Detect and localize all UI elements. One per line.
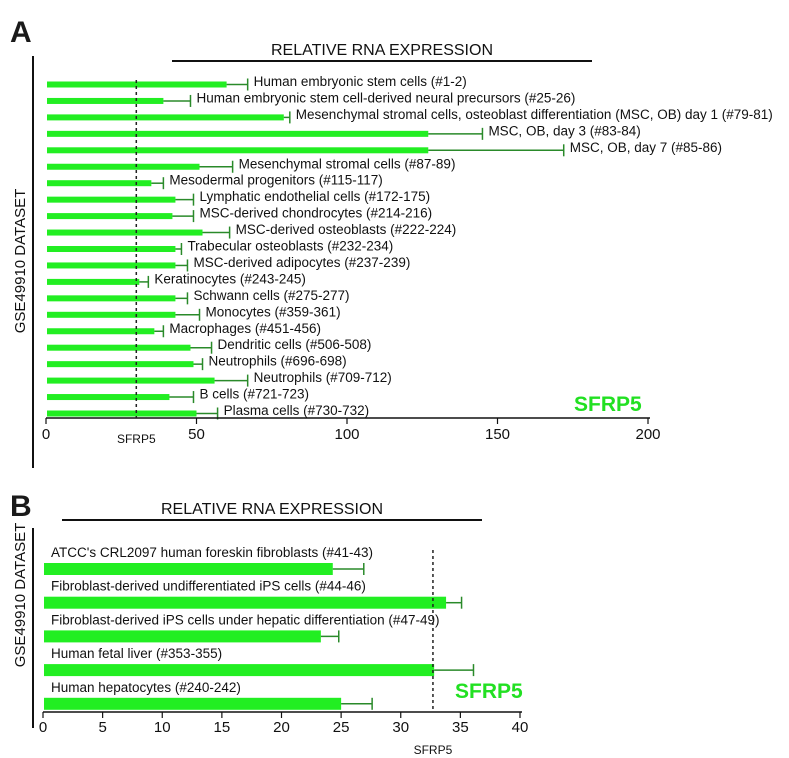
bar-label-2: Fibroblast-derived iPS cells under hepat… — [51, 612, 439, 627]
bar-label-5: Mesenchymal stromal cells (#87-89) — [239, 156, 456, 171]
bar-label-1: Fibroblast-derived undifferentiated iPS … — [51, 579, 366, 594]
bar-3 — [47, 130, 429, 137]
bar-7 — [47, 196, 176, 203]
bar-label-19: B cells (#721-723) — [199, 387, 309, 402]
panel-b-letter: B — [10, 490, 32, 523]
x-tick-label-0: 0 — [42, 426, 50, 443]
bar-18 — [47, 377, 215, 384]
bar-label-1: Human embryonic stem cell-derived neural… — [196, 90, 575, 105]
bar-0 — [44, 563, 333, 575]
x-tick-label-4: 20 — [273, 719, 290, 736]
x-tick-label-6: 30 — [392, 719, 409, 736]
bar-label-15: Macrophages (#451-456) — [169, 321, 321, 336]
bar-9 — [47, 229, 203, 236]
bar-label-13: Schwann cells (#275-277) — [193, 288, 349, 303]
bar-label-0: Human embryonic stem cells (#1-2) — [254, 74, 467, 89]
bar-label-3: MSC, OB, day 3 (#83-84) — [488, 123, 640, 138]
bar-label-4: Human hepatocytes (#240-242) — [51, 680, 241, 695]
bar-4 — [44, 697, 342, 710]
bar-1 — [44, 596, 447, 609]
panel-a-plot: Human embryonic stem cells (#1-2)Human e… — [42, 74, 773, 446]
bar-2 — [47, 114, 284, 121]
panel-a-letter: A — [10, 16, 32, 49]
panel-b-ylabel: GSE49910 DATASET — [12, 523, 29, 668]
x-tick-label-4: 200 — [635, 426, 660, 443]
panel-b-header: RELATIVE RNA EXPRESSION — [161, 501, 383, 518]
x-tick-label-0: 0 — [39, 719, 47, 736]
bar-label-4: MSC, OB, day 7 (#85-86) — [570, 140, 722, 155]
bar-11 — [47, 262, 176, 269]
bar-label-0: ATCC's CRL2097 human foreskin fibroblast… — [51, 545, 373, 560]
bar-label-11: MSC-derived adipocytes (#237-239) — [193, 255, 410, 270]
bar-4 — [47, 147, 429, 154]
bar-19 — [47, 394, 170, 401]
x-tick-label-2: 10 — [154, 719, 171, 736]
panel-a-gene-label: SFRP5 — [574, 393, 642, 416]
panel-b-gene-label: SFRP5 — [455, 680, 523, 703]
x-tick-label-5: 25 — [333, 719, 350, 736]
x-tick-label-1: 5 — [98, 719, 106, 736]
bar-5 — [47, 163, 200, 170]
bar-15 — [47, 328, 155, 335]
bar-label-17: Neutrophils (#696-698) — [209, 354, 347, 369]
bar-17 — [47, 361, 194, 368]
bar-label-9: MSC-derived osteoblasts (#222-224) — [236, 222, 457, 237]
bar-label-16: Dendritic cells (#506-508) — [218, 337, 372, 352]
bar-label-20: Plasma cells (#730-732) — [224, 403, 370, 418]
bar-0 — [47, 81, 227, 88]
panel-b-plot: ATCC's CRL2097 human foreskin fibroblast… — [39, 545, 529, 757]
bar-label-3: Human fetal liver (#353-355) — [51, 646, 222, 661]
panel-a-ylabel: GSE49910 DATASET — [12, 189, 29, 334]
bar-12 — [47, 278, 140, 285]
reference-line-label: SFRP5 — [414, 743, 453, 757]
x-tick-label-8: 40 — [512, 719, 529, 736]
bar-label-7: Lymphatic endothelial cells (#172-175) — [199, 189, 430, 204]
bar-16 — [47, 344, 191, 351]
bar-2 — [44, 630, 321, 643]
x-tick-label-1: 50 — [188, 426, 205, 443]
bar-1 — [47, 97, 164, 104]
reference-line-label: SFRP5 — [117, 432, 156, 446]
bar-label-10: Trabecular osteoblasts (#232-234) — [187, 239, 393, 254]
panel-a-header: RELATIVE RNA EXPRESSION — [271, 42, 493, 59]
bar-3 — [44, 664, 435, 677]
x-tick-label-2: 100 — [334, 426, 359, 443]
x-tick-label-3: 150 — [485, 426, 510, 443]
bar-6 — [47, 180, 152, 187]
bar-20 — [47, 410, 197, 417]
x-tick-label-3: 15 — [214, 719, 231, 736]
bar-label-6: Mesodermal progenitors (#115-117) — [169, 173, 382, 188]
bar-10 — [47, 246, 176, 252]
bar-label-2: Mesenchymal stromal cells, osteoblast di… — [296, 107, 773, 122]
bar-13 — [47, 295, 176, 302]
bar-8 — [47, 213, 173, 220]
bar-label-18: Neutrophils (#709-712) — [254, 370, 392, 385]
bar-label-14: Monocytes (#359-361) — [206, 304, 341, 319]
bar-label-8: MSC-derived chondrocytes (#214-216) — [199, 206, 432, 221]
bar-14 — [47, 311, 176, 318]
bar-label-12: Keratinocytes (#243-245) — [154, 271, 306, 286]
x-tick-label-7: 35 — [452, 719, 469, 736]
